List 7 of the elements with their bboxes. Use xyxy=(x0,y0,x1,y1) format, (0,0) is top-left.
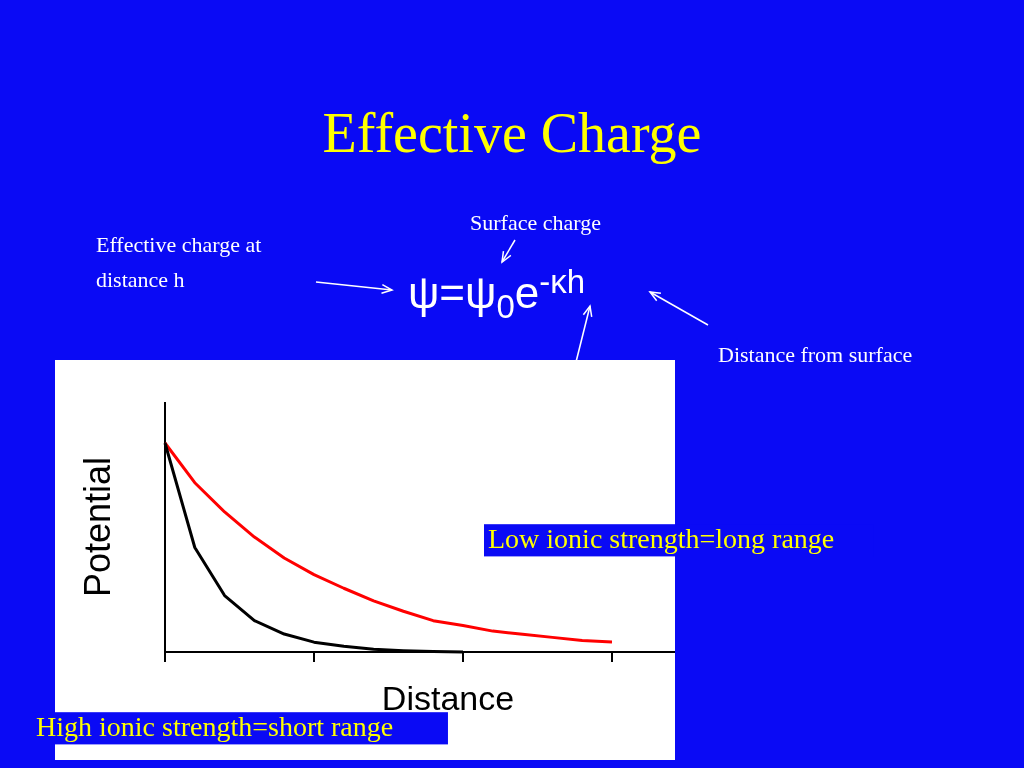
chart-title: Effective Charge xyxy=(322,102,702,164)
text: Effective charge at distance h xyxy=(96,232,262,293)
annotation: Low ionic strength=long range xyxy=(488,523,835,554)
y-axis-title: Potential xyxy=(77,456,118,598)
text: ψ=ψ$_{0}$e$^{-κh}$ xyxy=(408,263,586,325)
text: Distance from surface xyxy=(718,342,913,367)
text: Surface charge xyxy=(470,210,601,235)
